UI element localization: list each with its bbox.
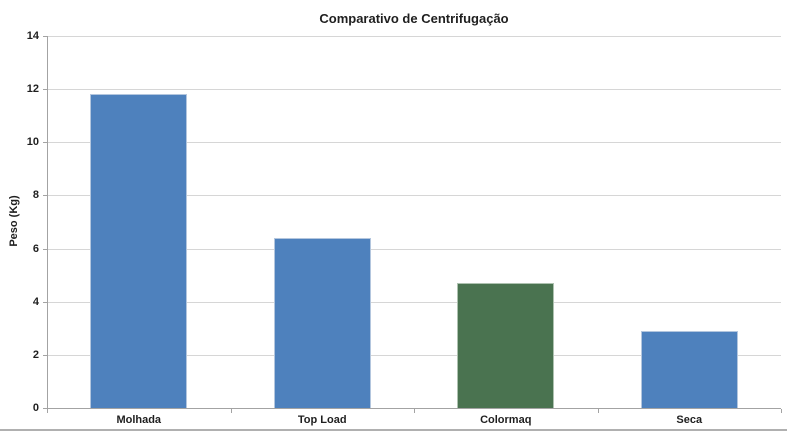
gridline [47,301,781,303]
y-axis-tick-mark [43,408,47,409]
y-axis-tick-mark [43,354,47,356]
y-axis-tick-label: 14 [26,30,39,42]
y-axis-tick-mark [43,89,47,91]
bar-top-load [273,237,371,408]
y-axis-tick-label: 0 [32,402,39,414]
y-axis-tick-mark [43,195,47,197]
bar-molhada [90,94,188,408]
y-axis-tick-mark [43,36,47,37]
y-axis-tick-label: 4 [32,295,39,308]
y-axis-tick-label: 6 [32,242,39,255]
x-axis-category-label: Colormaq [480,414,532,426]
y-axis-tick-mark [43,142,47,144]
x-axis-tick-mark [414,409,415,413]
y-axis-tick-label: 10 [26,136,39,149]
bar-seca [640,330,738,408]
x-axis-tick-mark [47,409,48,413]
y-axis-tick-label: 8 [32,189,39,202]
x-axis-category-label: Molhada [116,414,162,426]
plot-area [47,36,781,408]
x-axis-category-label: Top Load [297,414,347,426]
gridline [47,195,781,197]
y-axis-tick-mark [43,248,47,250]
gridline [47,36,781,37]
gridline [47,142,781,144]
image-bottom-border [0,429,787,431]
chart-title: Comparativo de Centrifugação [319,11,509,26]
x-axis-tick-mark [230,409,232,413]
gridline [47,248,781,250]
x-axis-line [47,408,781,409]
x-axis-tick-mark [597,409,599,413]
y-axis-line [47,36,48,408]
y-axis-tick-label: 2 [32,348,39,361]
gridline [47,89,781,91]
bar-colormaq [457,283,555,408]
y-axis-tick-label: 12 [26,83,39,96]
x-axis-category-label: Seca [676,414,703,426]
y-axis-tick-mark [43,301,47,303]
x-axis-tick-mark [781,409,782,413]
gridline [47,354,781,356]
